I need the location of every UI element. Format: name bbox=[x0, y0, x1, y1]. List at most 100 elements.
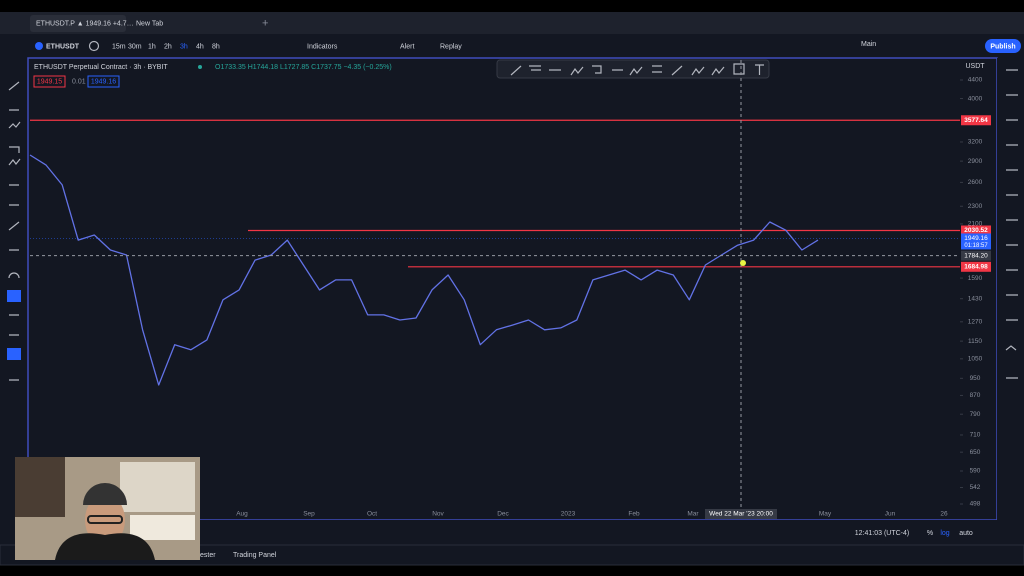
y-tick-label: 2600 bbox=[968, 179, 983, 186]
symbol[interactable]: ETHUSDT bbox=[46, 43, 80, 50]
tab-title[interactable]: ETHUSDT.P ▲ 1949.16 +4.7… bbox=[36, 20, 134, 27]
last-price-tag bbox=[961, 233, 991, 250]
y-tick-label: 1270 bbox=[968, 319, 983, 326]
replay-button[interactable]: Replay bbox=[440, 43, 462, 50]
y-tick-label: 1050 bbox=[968, 356, 983, 363]
right-sidebar bbox=[997, 58, 1024, 565]
panel-tabs bbox=[0, 544, 1024, 566]
crosshair-time-label: Wed 22 Mar '23 20:00 bbox=[709, 511, 773, 518]
x-tick-label: 2023 bbox=[561, 511, 576, 518]
interval-button[interactable]: 8h bbox=[212, 43, 220, 50]
sidebar-icons bbox=[1005, 69, 1018, 379]
tab-bar bbox=[0, 12, 1024, 34]
currency-label: USDT bbox=[965, 63, 985, 70]
tab[interactable] bbox=[30, 15, 126, 32]
webcam-window bbox=[120, 462, 195, 512]
y-tick-label: 2300 bbox=[968, 203, 983, 210]
price-tag-label: 2030.52 bbox=[964, 227, 988, 234]
new-tab-button[interactable]: + bbox=[262, 17, 268, 29]
x-tick-label: May bbox=[819, 511, 832, 518]
webcam-fireplace bbox=[15, 457, 65, 517]
interval-button[interactable]: 3h bbox=[180, 43, 188, 50]
webcam-overlay bbox=[15, 457, 200, 560]
webcam-face bbox=[85, 494, 125, 546]
y-tick-label: 590 bbox=[970, 468, 981, 475]
plot: 4400 4000 3200 2900 2600 2300 2100 1590 1430 1270… bbox=[29, 60, 991, 519]
publish-button[interactable] bbox=[985, 39, 1021, 53]
panel-tab[interactable]: Trading Panel bbox=[233, 552, 277, 559]
spread: 0.01 bbox=[72, 78, 86, 85]
ask-price[interactable]: 1949.16 bbox=[91, 78, 116, 85]
y-tick-label: 498 bbox=[970, 501, 981, 508]
interval-group: 15m 30m 1h 2h 3h 4h 8h bbox=[112, 43, 220, 50]
price-tag bbox=[961, 261, 991, 272]
active-tool[interactable] bbox=[7, 290, 21, 302]
y-tick-label: 870 bbox=[970, 392, 981, 399]
layout-name[interactable]: Main bbox=[861, 41, 876, 48]
webcam-sofa bbox=[130, 515, 195, 540]
x-tick-label: Oct bbox=[367, 511, 377, 518]
interval-button[interactable]: 1h bbox=[148, 43, 156, 50]
legend-title: ETHUSDT Perpetual Contract · 3h · BYBIT bbox=[34, 64, 168, 71]
price-tag-label: 1684.98 bbox=[964, 264, 988, 271]
y-tick-label: 790 bbox=[970, 411, 981, 418]
interval-button[interactable]: 15m bbox=[112, 43, 126, 50]
tool-icons bbox=[8, 81, 21, 381]
countdown: 01:18:57 bbox=[964, 243, 988, 249]
x-tick-label: Jun bbox=[885, 511, 896, 518]
symbol-icon bbox=[35, 42, 43, 50]
publish-label[interactable]: Publish bbox=[990, 43, 1015, 50]
crosshair-price-tag bbox=[961, 250, 991, 261]
x-tick-label: 26 bbox=[940, 511, 948, 518]
interval-button[interactable]: 30m bbox=[128, 43, 142, 50]
x-tick-label: Sep bbox=[303, 511, 315, 518]
y-tick-label: 3200 bbox=[968, 139, 983, 146]
indicators-button[interactable]: Indicators bbox=[307, 43, 338, 50]
x-tick-label: Nov bbox=[432, 511, 444, 518]
y-tick-label: 4000 bbox=[968, 95, 983, 102]
auto-toggle[interactable]: auto bbox=[959, 530, 973, 537]
chart-pane[interactable] bbox=[27, 57, 998, 521]
y-tick-label: 710 bbox=[970, 432, 981, 439]
buy-box[interactable] bbox=[87, 75, 120, 88]
panel-tab[interactable]: ester bbox=[200, 552, 216, 559]
y-tick-label: 2100 bbox=[968, 221, 983, 228]
y-tick-label: 4400 bbox=[968, 77, 983, 84]
price-tag bbox=[961, 225, 991, 236]
sell-box[interactable] bbox=[33, 75, 66, 88]
drawing-tools bbox=[8, 81, 21, 381]
webcam-shirt bbox=[55, 533, 155, 560]
market-status bbox=[198, 65, 202, 69]
active-tool[interactable] bbox=[7, 348, 21, 360]
alert-button[interactable]: Alert bbox=[400, 43, 414, 50]
legend-ohlc: O1733.35 H1744.18 L1727.85 C1737.75 −4.3… bbox=[215, 64, 392, 71]
tab-title[interactable]: New Tab bbox=[136, 20, 163, 27]
y-tick-label: 1590 bbox=[968, 275, 983, 282]
interval-button[interactable]: 4h bbox=[196, 43, 204, 50]
x-tick-label: Feb bbox=[628, 511, 640, 518]
y-tick-label: 950 bbox=[970, 375, 981, 382]
y-tick-label: 650 bbox=[970, 449, 981, 456]
x-tick-label: Dec bbox=[497, 511, 509, 518]
interval-button[interactable]: 2h bbox=[164, 43, 172, 50]
y-tick-label: 1430 bbox=[968, 295, 983, 302]
crosshair-cursor bbox=[740, 260, 746, 266]
toolbar bbox=[0, 34, 1024, 58]
webcam-glasses bbox=[87, 515, 123, 524]
price-tag-label: 3577.64 bbox=[964, 117, 988, 124]
last-price-label: 1949.16 bbox=[964, 235, 988, 242]
sidebar-icon bbox=[1005, 69, 1018, 379]
bid-price[interactable]: 1949.15 bbox=[37, 78, 62, 85]
x-tick-label: Aug bbox=[236, 511, 248, 518]
price-line bbox=[29, 154, 819, 386]
percent-toggle[interactable]: % bbox=[927, 530, 933, 537]
price-tag bbox=[961, 115, 991, 126]
clock: 12:41:03 (UTC-4) bbox=[855, 530, 909, 537]
floating-drawing-toolbar bbox=[496, 59, 770, 79]
y-tick-label: 542 bbox=[970, 484, 981, 491]
add-symbol[interactable] bbox=[88, 40, 100, 52]
x-tick-label: Mar bbox=[687, 511, 699, 518]
log-toggle[interactable]: log bbox=[940, 530, 949, 537]
